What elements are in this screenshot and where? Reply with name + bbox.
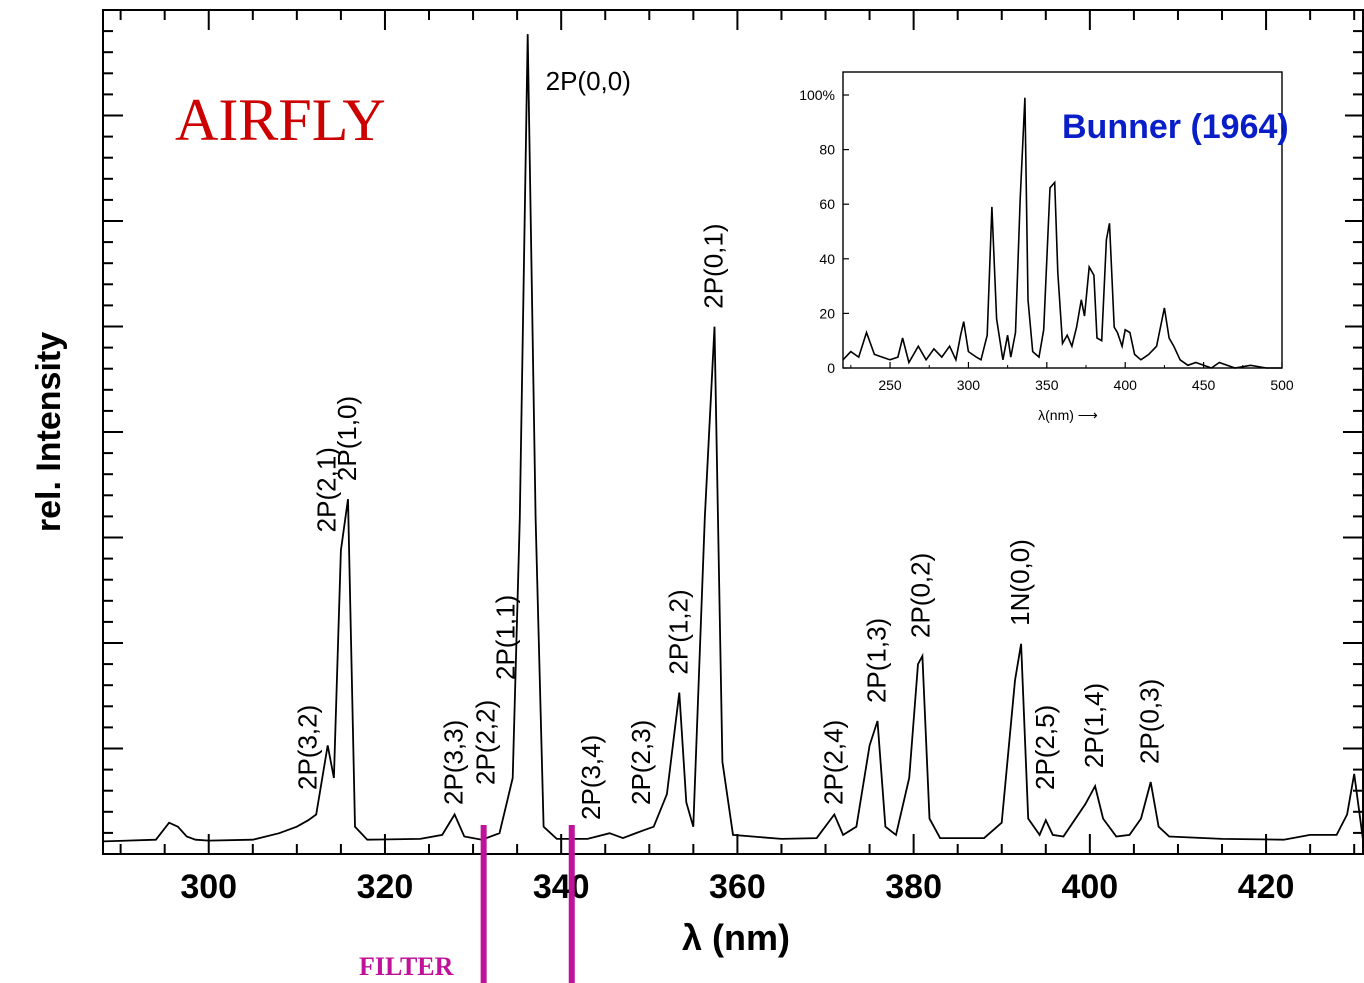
inset-chart-title: Bunner (1964)	[1062, 108, 1289, 146]
main-chart-title: AIRFLY	[175, 87, 386, 153]
peak-label: 2P(0,0)	[546, 66, 631, 96]
inset-y-tick-label: 100%	[799, 87, 835, 103]
inset-x-tick-label: 250	[878, 377, 902, 393]
inset-x-tick-label: 350	[1035, 377, 1059, 393]
peak-label: 2P(1,0)	[332, 396, 362, 481]
x-tick-label: 400	[1061, 868, 1118, 906]
main-x-axis-label: λ (nm)	[682, 917, 790, 958]
main-y-axis-label: rel. Intensity	[30, 332, 68, 532]
x-tick-label: 320	[357, 868, 414, 906]
x-tick-label: 300	[180, 868, 237, 906]
inset-x-tick-label: 300	[957, 377, 981, 393]
main-x-tick-labels: 300 320 340 360 380 400 420	[180, 868, 1294, 906]
peak-label: 2P(1,2)	[663, 589, 693, 674]
peak-label: 2P(2,2)	[470, 700, 500, 785]
peak-label: 2P(2,5)	[1030, 705, 1060, 790]
main-axis-ticks	[103, 9, 1363, 855]
peak-label: 1N(0,0)	[1005, 539, 1035, 626]
peak-label: 2P(0,3)	[1135, 679, 1165, 764]
peak-label: 2P(2,1)	[312, 447, 342, 532]
x-tick-label: 420	[1238, 868, 1295, 906]
inset-y-tick-label: 20	[819, 305, 835, 321]
peak-labels: 2P(3,2) 2P(2,1)2P(1,0) 2P(3,3) 2P(2,2) 2P(1,…	[292, 66, 1164, 820]
inset-y-tick-label: 40	[819, 251, 835, 267]
peak-label: 2P(3,4)	[576, 735, 606, 820]
inset-x-axis-label: λ(nm) ⟶	[1038, 407, 1098, 423]
peak-label: 2P(0,1)	[698, 223, 728, 308]
filter-markers	[480, 825, 575, 983]
peak-label: 2P(3,2)	[292, 705, 322, 790]
inset-x-tick-label: 400	[1114, 377, 1138, 393]
filter-label: FILTER	[359, 952, 454, 981]
peak-label: 2P(0,2)	[906, 553, 936, 638]
peak-label: 2P(1,1)	[491, 595, 521, 680]
peak-label: 2P(1,4)	[1079, 683, 1109, 768]
x-tick-label: 360	[709, 868, 766, 906]
inset-y-tick-label: 80	[819, 142, 835, 158]
inset-frame	[842, 71, 1283, 369]
inset-spectrum-line	[842, 97, 1282, 369]
inset-y-tick-label: 0	[827, 360, 835, 376]
peak-label: 2P(1,3)	[862, 618, 892, 703]
peak-label: 2P(2,4)	[818, 720, 848, 805]
main-spectrum-line	[102, 34, 1364, 843]
x-tick-label: 380	[885, 868, 942, 906]
peak-label: 2P(3,3)	[439, 720, 469, 805]
peak-label: 2P(2,3)	[626, 720, 656, 805]
inset-x-tick-label: 500	[1270, 377, 1294, 393]
inset-x-tick-label: 450	[1192, 377, 1216, 393]
inset-y-tick-label: 60	[819, 196, 835, 212]
x-tick-label: 340	[533, 868, 590, 906]
inset-axes: 250 300 350 400 450 500 0 20 40 60 80 100%	[799, 71, 1294, 393]
